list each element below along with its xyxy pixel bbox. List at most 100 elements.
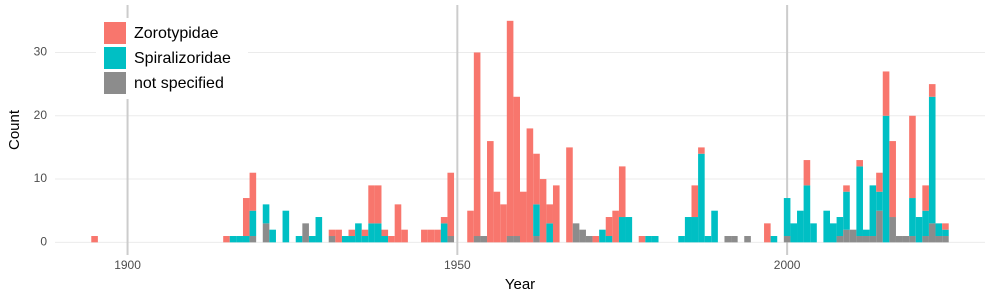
bar-segment [698, 153, 705, 243]
bar-segment [922, 185, 929, 211]
x-axis-title: Year [505, 276, 535, 293]
bar-segment [625, 217, 633, 243]
bar-segment [374, 223, 382, 243]
bar-segment [922, 210, 929, 237]
bar-segment [836, 236, 844, 243]
bar-segment [618, 166, 626, 218]
bar-segment [513, 236, 520, 243]
bar-segment [876, 191, 883, 211]
bar-segment [440, 223, 448, 243]
bar-segment [935, 223, 943, 237]
bar-segment [744, 236, 751, 243]
bar-segment [447, 236, 455, 243]
bar-segment [473, 236, 481, 243]
bar-segment [810, 223, 817, 243]
bar-segment [361, 229, 369, 237]
bar-segment [928, 96, 936, 224]
bar-segment [942, 229, 949, 237]
bar-segment [764, 223, 771, 243]
x-tick-label: 1900 [114, 258, 141, 272]
bar-segment [552, 185, 560, 243]
bar-segment [612, 210, 619, 243]
legend-key [104, 22, 126, 44]
bar-segment [691, 217, 699, 243]
bar-segment [909, 198, 916, 237]
bar-segment [731, 236, 738, 243]
bar-segment [724, 236, 732, 243]
bar-segment [526, 128, 534, 243]
bar-segment [480, 236, 488, 243]
bar-segment [242, 198, 250, 237]
bar-segment [618, 217, 626, 243]
bar-segment [506, 20, 514, 237]
bar-segment [282, 210, 290, 243]
bar-segment [262, 223, 270, 243]
bar-segment [368, 223, 375, 243]
y-tick-label: 30 [34, 45, 48, 59]
y-axis-title: Count [6, 109, 23, 150]
bar-segment [605, 236, 613, 243]
bar-segment [348, 229, 356, 237]
bar-segment [651, 236, 659, 243]
legend-label: Spiralizoridae [134, 50, 231, 67]
bar-segment [599, 229, 606, 243]
bar-segment [862, 236, 870, 243]
bar-segment [368, 185, 375, 224]
bar-segment [704, 236, 712, 243]
x-tick-label: 1950 [444, 258, 471, 272]
bar-segment [434, 229, 441, 243]
bar-segment [790, 223, 798, 243]
bar-segment [236, 236, 243, 243]
bar-segment [341, 236, 349, 243]
bar-segment [882, 71, 890, 116]
bar-segment [91, 236, 98, 243]
bar-segment [487, 141, 494, 243]
legend-label: not specified [134, 75, 224, 92]
bar-segment [856, 166, 863, 237]
bar-segment [922, 236, 929, 243]
bar-segment [579, 229, 586, 243]
bar-segment [421, 229, 428, 243]
bar-segment [229, 236, 237, 243]
bar-segment [909, 236, 916, 243]
bar-segment [242, 236, 250, 243]
bar-segment [500, 204, 507, 243]
bar-segment [770, 236, 778, 243]
y-tick-label: 20 [34, 108, 48, 122]
bar-segment [803, 160, 811, 186]
bar-segment [645, 236, 652, 243]
x-tick-label: 2000 [774, 258, 801, 272]
bar-segment [836, 217, 844, 237]
bar-segment [572, 223, 580, 243]
bar-segment [843, 229, 850, 243]
bar-segment [678, 236, 685, 243]
bar-segment [566, 147, 573, 243]
bar-segment [876, 172, 883, 192]
bar-segment [315, 217, 323, 243]
bar-segment [889, 217, 896, 243]
legend-key [104, 47, 126, 69]
bar-segment [262, 204, 270, 224]
bar-segment [467, 210, 474, 243]
bar-segment [381, 236, 389, 243]
bar-segment [942, 223, 949, 230]
bar-segment [691, 185, 699, 218]
bar-segment [830, 223, 837, 243]
bar-segment [223, 236, 230, 243]
bar-segment [928, 223, 936, 243]
bar-segment [797, 210, 804, 243]
bar-segment [803, 185, 811, 243]
bars [91, 20, 949, 243]
bar-segment [638, 236, 646, 243]
bar-segment [711, 210, 718, 243]
bar-segment [915, 217, 923, 243]
bar-segment [849, 229, 857, 243]
bar-segment [539, 179, 547, 243]
y-tick-label: 0 [40, 235, 47, 249]
legend-label: Zorotypidae [134, 25, 219, 42]
axes: 0 10 20 30 1900 1950 2000 [34, 45, 801, 273]
bar-segment [348, 236, 356, 243]
bar-segment [308, 236, 316, 243]
bar-segment [249, 172, 257, 211]
